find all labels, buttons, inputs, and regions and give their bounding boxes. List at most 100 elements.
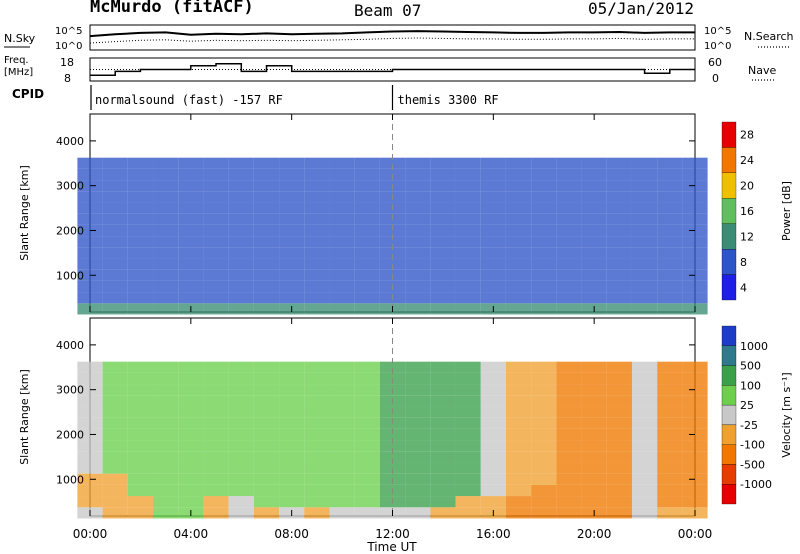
power-colorbar-swatch xyxy=(721,198,737,224)
velocity-cell xyxy=(631,451,658,463)
velocity-colorbar-swatch xyxy=(721,385,737,406)
power-cell xyxy=(480,269,506,281)
power-cell xyxy=(153,191,179,203)
power-cell xyxy=(657,258,683,270)
velocity-colorbar-tick: 25 xyxy=(740,399,754,412)
power-cell xyxy=(77,202,103,214)
velocity-cell xyxy=(253,484,280,497)
velocity-cell xyxy=(329,372,355,385)
power-cell xyxy=(657,224,683,237)
power-cell xyxy=(430,180,456,192)
power-cell xyxy=(531,180,557,192)
power-cell xyxy=(682,168,708,181)
velocity-cell xyxy=(127,406,154,418)
velocity-cell xyxy=(304,361,330,373)
velocity-cell xyxy=(304,428,330,441)
velocity-cell xyxy=(354,496,380,508)
power-cell xyxy=(279,280,305,293)
power-cell xyxy=(505,157,532,169)
power-cell xyxy=(203,280,229,293)
power-cell xyxy=(505,236,532,248)
power-cell xyxy=(102,202,128,214)
velocity-ytick-label: 3000 xyxy=(56,384,84,397)
power-cell xyxy=(581,280,607,293)
velocity-cell xyxy=(480,496,506,508)
velocity-cell xyxy=(606,428,632,441)
velocity-cell xyxy=(531,406,557,418)
velocity-cell xyxy=(178,484,204,497)
velocity-cell xyxy=(556,462,582,474)
power-cell xyxy=(682,213,708,225)
power-cell xyxy=(657,247,683,259)
velocity-cell xyxy=(203,496,229,508)
velocity-cell xyxy=(657,473,683,485)
power-cell xyxy=(153,224,179,237)
velocity-cell xyxy=(354,384,380,396)
power-cell xyxy=(505,258,532,270)
power-cell xyxy=(631,280,658,293)
velocity-cell xyxy=(581,417,607,429)
velocity-cell xyxy=(455,406,481,418)
velocity-cell xyxy=(657,507,683,519)
power-panel: 1000 2000 3000 4000 Slant Range [km] 4 8 12 16 20… xyxy=(18,113,793,315)
velocity-cell xyxy=(531,395,557,407)
power-cell xyxy=(127,247,154,259)
power-cell xyxy=(631,180,658,192)
power-cell xyxy=(178,236,204,248)
power-cell xyxy=(531,280,557,293)
power-cell xyxy=(279,247,305,259)
power-cell xyxy=(480,292,506,304)
velocity-cell xyxy=(379,428,406,441)
velocity-cell xyxy=(405,372,431,385)
power-cell xyxy=(102,303,128,315)
velocity-cell xyxy=(203,473,229,485)
power-cell xyxy=(505,180,532,192)
velocity-cell xyxy=(631,484,658,497)
velocity-cell xyxy=(581,440,607,452)
power-cell xyxy=(304,202,330,214)
power-cell xyxy=(279,292,305,304)
power-colorbar-tick: 28 xyxy=(740,129,754,142)
velocity-panel: 1000 2000 3000 4000 Slant Range [km] 1000 500 1… xyxy=(18,317,793,519)
power-cell xyxy=(531,236,557,248)
velocity-cell xyxy=(354,507,380,519)
power-cell xyxy=(77,213,103,225)
noise-panel-frame xyxy=(89,24,696,51)
velocity-cell xyxy=(631,372,658,385)
power-cell xyxy=(253,269,280,281)
velocity-cell xyxy=(279,417,305,429)
power-cell xyxy=(531,224,557,237)
velocity-cell xyxy=(505,451,532,463)
velocity-cell xyxy=(581,473,607,485)
power-cell xyxy=(682,157,708,169)
time-tick-label: 04:00 xyxy=(174,527,209,541)
power-cell xyxy=(657,269,683,281)
velocity-cell xyxy=(127,372,154,385)
power-cell xyxy=(480,202,506,214)
velocity-cell xyxy=(77,395,103,407)
velocity-cell xyxy=(279,372,305,385)
power-cell xyxy=(153,202,179,214)
power-cell xyxy=(279,202,305,214)
power-cell xyxy=(505,292,532,304)
noise-series-line xyxy=(89,30,695,38)
velocity-cell xyxy=(102,484,128,497)
velocity-cell xyxy=(405,451,431,463)
power-cell xyxy=(379,224,406,237)
power-cell xyxy=(531,191,557,203)
velocity-cell xyxy=(127,451,154,463)
power-cell xyxy=(127,236,154,248)
velocity-cell xyxy=(354,361,380,373)
power-cell xyxy=(253,224,280,237)
power-cell xyxy=(657,292,683,304)
velocity-cell xyxy=(228,372,254,385)
power-cell xyxy=(77,157,103,169)
power-cell xyxy=(178,224,204,237)
velocity-cell xyxy=(354,395,380,407)
velocity-cell xyxy=(153,496,179,508)
power-cell xyxy=(556,236,582,248)
power-cell xyxy=(531,157,557,169)
power-cell xyxy=(480,224,506,237)
power-colorbar-swatch xyxy=(721,147,737,174)
power-cell xyxy=(253,191,280,203)
